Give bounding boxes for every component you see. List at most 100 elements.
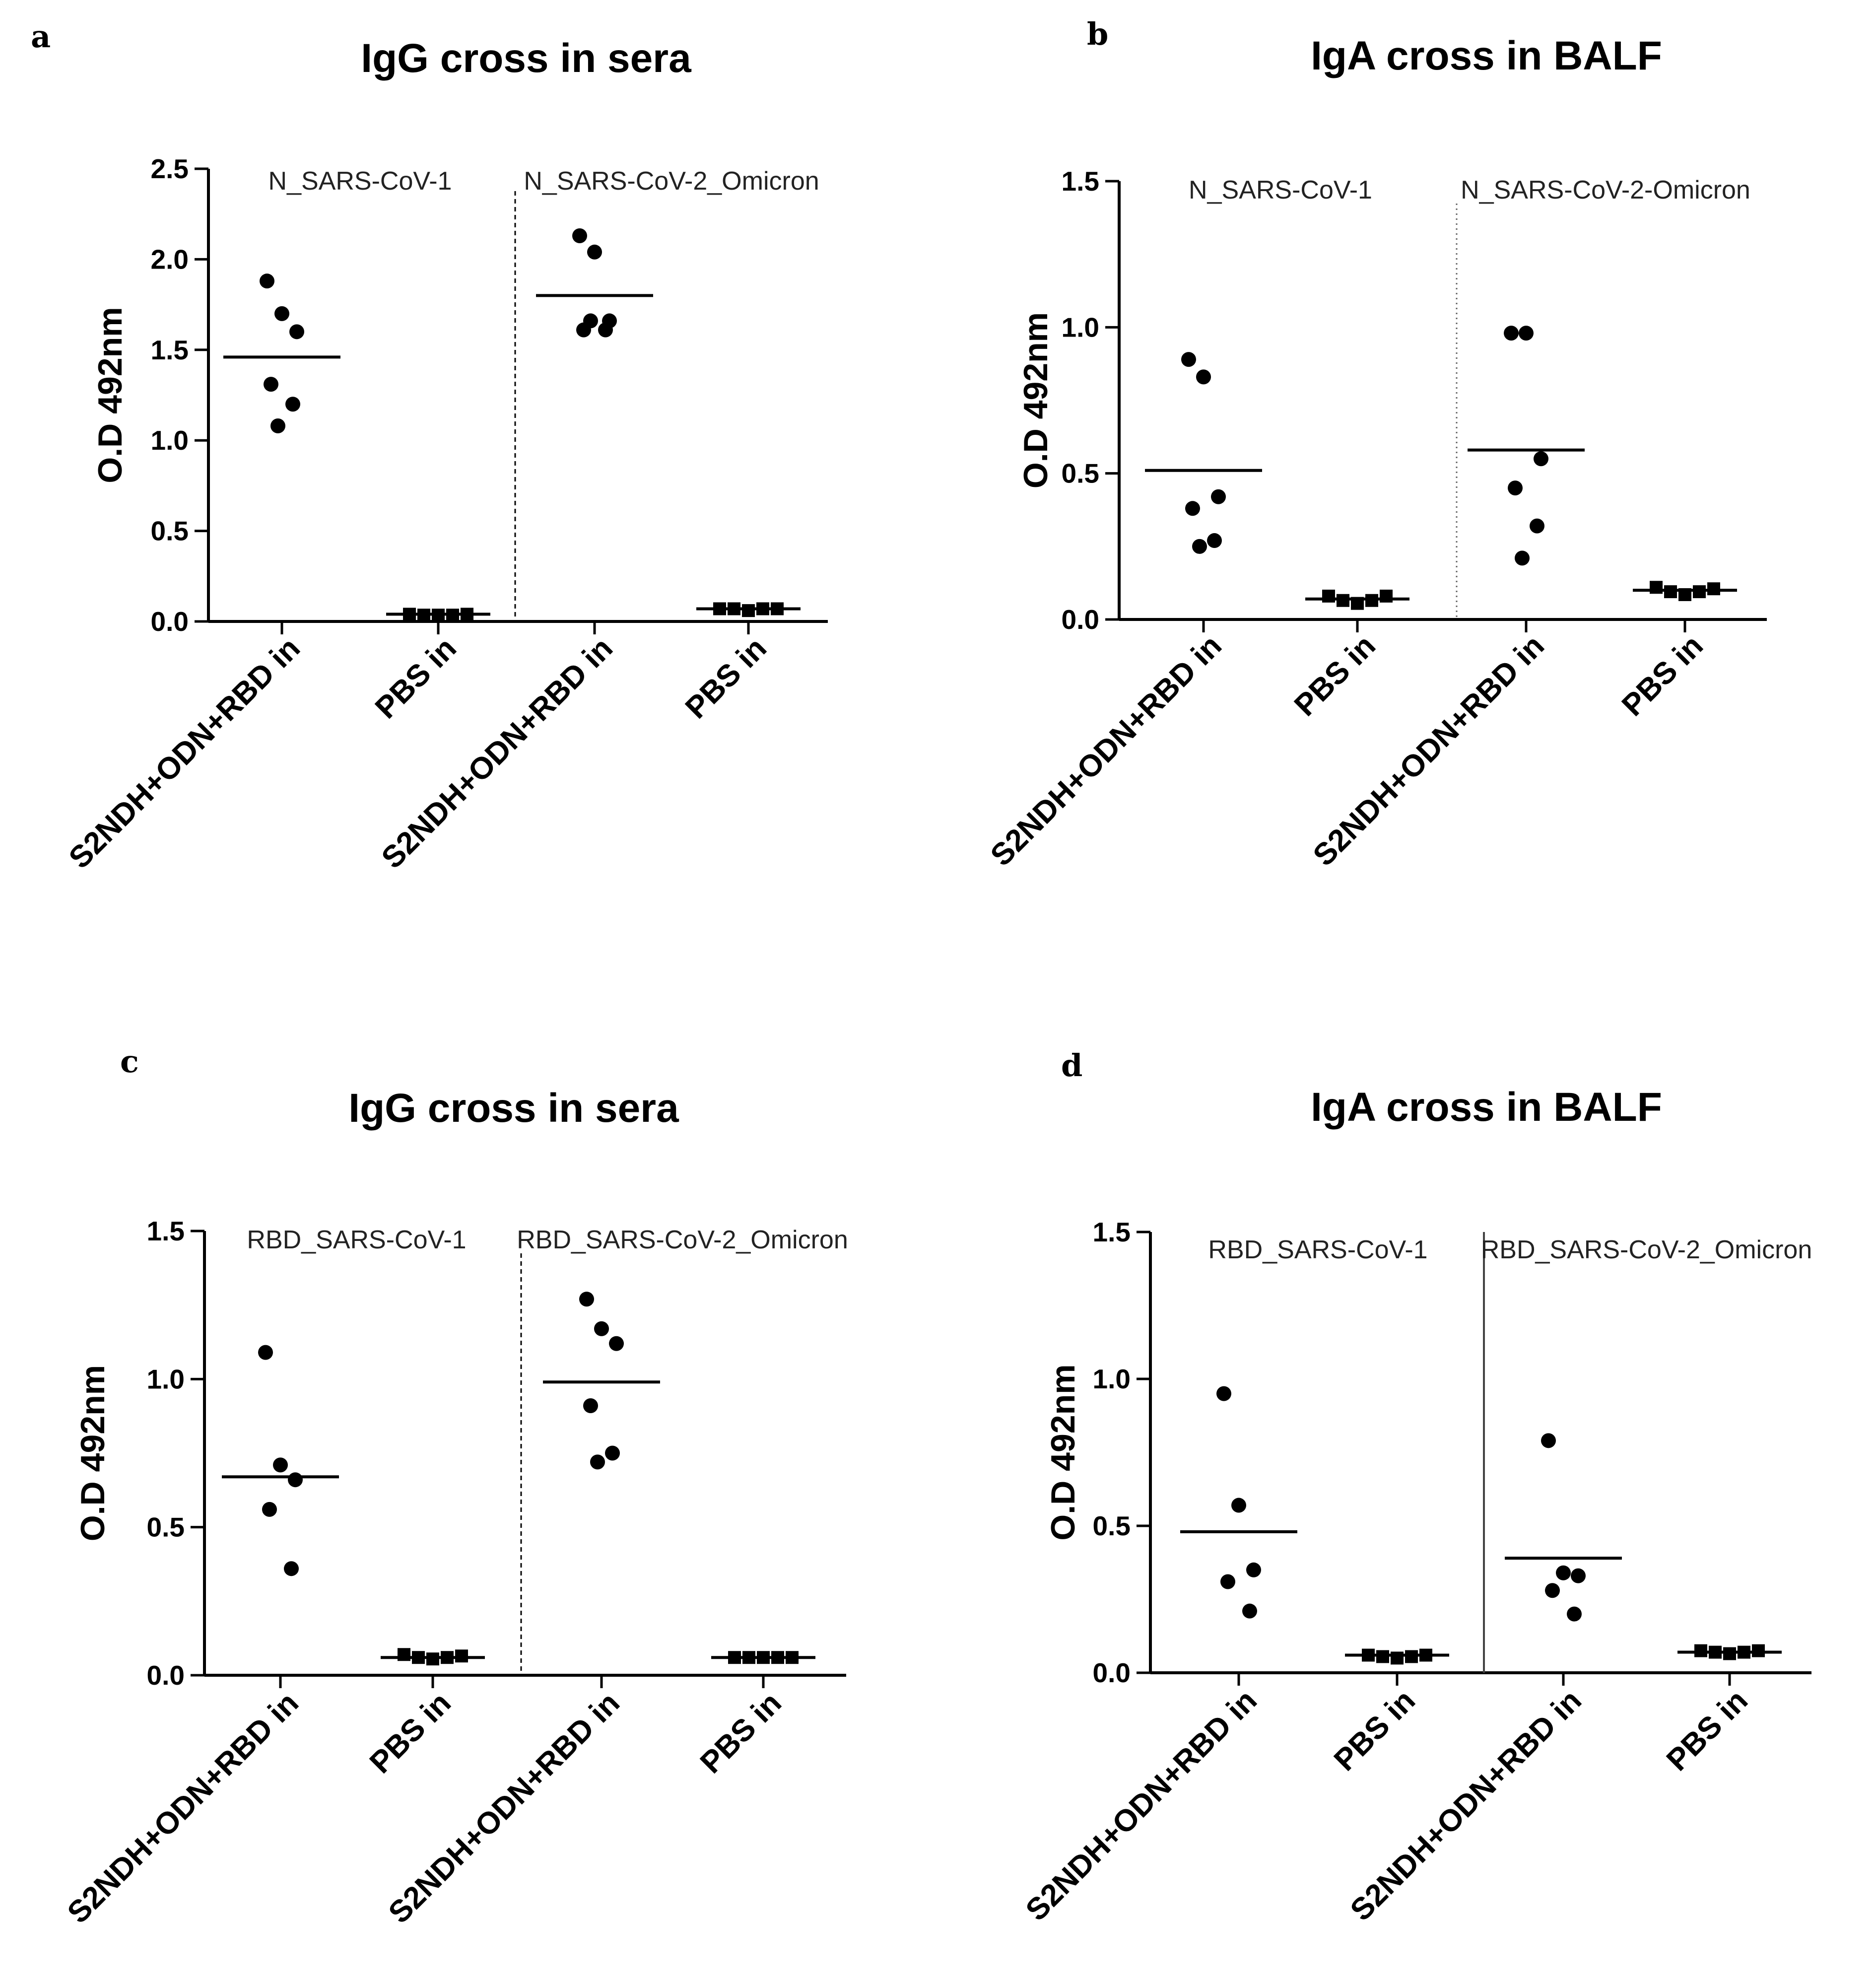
data-point: [403, 608, 416, 621]
panel-a: a IgG cross in sera O.D 492nm 0.0 0.5 1.0 1.5 2…: [31, 18, 828, 875]
panel-letter: d: [1061, 1047, 1082, 1084]
group-label: RBD_SARS-CoV-1: [247, 1226, 466, 1254]
data-point: [455, 1649, 468, 1663]
data-point: [274, 306, 289, 321]
data-point: [1534, 451, 1548, 467]
data-point: [1738, 1645, 1750, 1659]
data-point: [1376, 1650, 1389, 1663]
data-point: [1231, 1498, 1246, 1513]
chart-title: IgA cross in BALF: [1311, 1085, 1662, 1130]
data-point: [1664, 585, 1677, 599]
data-point: [288, 1472, 303, 1488]
data-point: [417, 609, 430, 622]
chart-title: IgG cross in sera: [348, 1086, 679, 1131]
x-tick-label: PBS in: [694, 1686, 788, 1780]
data-point: [1351, 597, 1364, 610]
data-point: [605, 1445, 620, 1461]
data-point: [260, 274, 274, 289]
data-point: [771, 1651, 784, 1664]
data-point: [572, 228, 587, 243]
data-point: [1571, 1568, 1586, 1583]
data-point: [1405, 1650, 1418, 1663]
y-tick-label: 0.0: [1062, 604, 1099, 635]
data-point: [446, 609, 459, 622]
y-tick-label: 1.5: [151, 335, 189, 365]
data-point: [587, 244, 602, 260]
data-point: [285, 397, 300, 412]
y-tick-label: 0.0: [151, 606, 189, 637]
panel-letter: c: [120, 1043, 139, 1080]
data-point: [1337, 594, 1349, 607]
data-point: [1650, 581, 1663, 594]
data-point: [1242, 1603, 1257, 1619]
y-tick-label: 1.0: [151, 425, 189, 456]
data-point: [1678, 588, 1691, 601]
y-tick-label: 2.5: [151, 153, 189, 184]
data-point: [757, 1651, 770, 1664]
data-point: [713, 602, 726, 615]
data-point: [270, 418, 285, 434]
data-point: [1211, 489, 1226, 504]
y-tick-label: 0.5: [151, 516, 189, 547]
x-tick-label: S2NDH+ODN+RBD in: [61, 1686, 305, 1930]
data-point: [771, 602, 784, 615]
data-point: [1362, 1648, 1375, 1662]
x-tick-label: PBS in: [369, 631, 463, 725]
data-point: [1515, 550, 1530, 566]
group-label: RBD_SARS-CoV-2_Omicron: [517, 1226, 848, 1254]
x-tick-label: S2NDH+ODN+RBD in: [1019, 1683, 1264, 1927]
y-tick-label: 1.0: [147, 1364, 185, 1394]
data-point: [1752, 1644, 1765, 1657]
data-point: [1693, 585, 1706, 599]
y-tick-label: 0.5: [1093, 1510, 1131, 1541]
data-point: [1541, 1433, 1556, 1448]
data-point: [264, 377, 278, 392]
data-point: [441, 1651, 454, 1664]
y-axis-label: O.D 492nm: [91, 307, 129, 483]
y-axis-label: O.D 492nm: [1044, 1364, 1082, 1540]
data-point: [1709, 1645, 1722, 1659]
panel-b: b IgA cross in BALF O.D 492nm 0.0 0.5 1.0 1.5 N…: [984, 16, 1767, 873]
y-tick-label: 1.5: [1093, 1217, 1131, 1247]
group-label: RBD_SARS-CoV-1: [1208, 1235, 1427, 1264]
x-tick-label: PBS in: [679, 631, 773, 725]
data-point: [1419, 1648, 1432, 1662]
panel-letter: b: [1087, 16, 1108, 52]
data-point: [1567, 1606, 1582, 1622]
data-point: [598, 322, 613, 338]
chart-title: IgG cross in sera: [361, 36, 692, 81]
group-label: N_SARS-CoV-1: [268, 167, 452, 196]
data-point: [1530, 518, 1544, 534]
data-point: [398, 1648, 410, 1661]
data-point: [1504, 326, 1519, 341]
data-point: [609, 1336, 624, 1351]
y-tick-label: 0.0: [1093, 1657, 1131, 1688]
y-axis-label: O.D 492nm: [74, 1365, 112, 1541]
data-point: [1220, 1574, 1235, 1589]
data-point: [756, 602, 769, 615]
data-point: [284, 1561, 299, 1576]
data-point: [583, 313, 598, 329]
group-label: N_SARS-CoV-2-Omicron: [1461, 176, 1750, 205]
chart-title: IgA cross in BALF: [1311, 33, 1662, 78]
y-tick-label: 2.0: [151, 244, 189, 274]
data-point: [426, 1652, 439, 1666]
data-point: [742, 1651, 755, 1664]
data-point: [1246, 1562, 1261, 1577]
y-tick-label: 1.5: [1062, 166, 1099, 197]
panel-d: d IgA cross in BALF O.D 492nm 0.0 0.5 1.0 1.5 R…: [1019, 1047, 1812, 1927]
data-point: [728, 602, 740, 615]
data-point: [461, 608, 473, 621]
data-point: [1216, 1386, 1231, 1401]
data-point: [412, 1651, 425, 1664]
data-point: [579, 1292, 594, 1307]
data-point: [583, 1398, 598, 1414]
data-point: [1519, 326, 1534, 341]
y-tick-label: 0.5: [147, 1512, 185, 1543]
x-tick-label: PBS in: [1615, 628, 1710, 723]
data-point: [273, 1457, 288, 1473]
group-label: RBD_SARS-CoV-2_Omicron: [1481, 1235, 1812, 1264]
data-point: [1181, 352, 1196, 367]
x-tick-label: S2NDH+ODN+RBD in: [984, 628, 1228, 873]
